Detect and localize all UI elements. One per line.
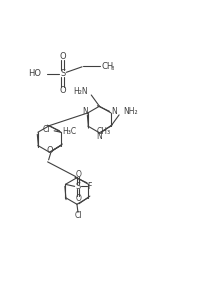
Text: O: O xyxy=(47,146,53,155)
Text: O: O xyxy=(75,170,81,179)
Text: NH₂: NH₂ xyxy=(123,107,137,116)
Text: Cl: Cl xyxy=(75,211,82,220)
Text: H₂N: H₂N xyxy=(73,87,88,96)
Text: CH₃: CH₃ xyxy=(97,127,111,136)
Text: N: N xyxy=(81,107,87,115)
Text: 3: 3 xyxy=(110,66,114,71)
Text: H₃C: H₃C xyxy=(62,127,76,136)
Text: HO: HO xyxy=(28,69,41,78)
Text: S: S xyxy=(75,182,81,191)
Text: N: N xyxy=(96,132,102,141)
Text: CH: CH xyxy=(101,62,113,71)
Text: Cl: Cl xyxy=(42,125,50,134)
Text: N: N xyxy=(111,107,116,115)
Text: O: O xyxy=(59,86,66,95)
Text: O: O xyxy=(59,52,66,61)
Text: F: F xyxy=(87,182,91,191)
Text: S: S xyxy=(60,69,65,78)
Text: O: O xyxy=(75,194,81,203)
